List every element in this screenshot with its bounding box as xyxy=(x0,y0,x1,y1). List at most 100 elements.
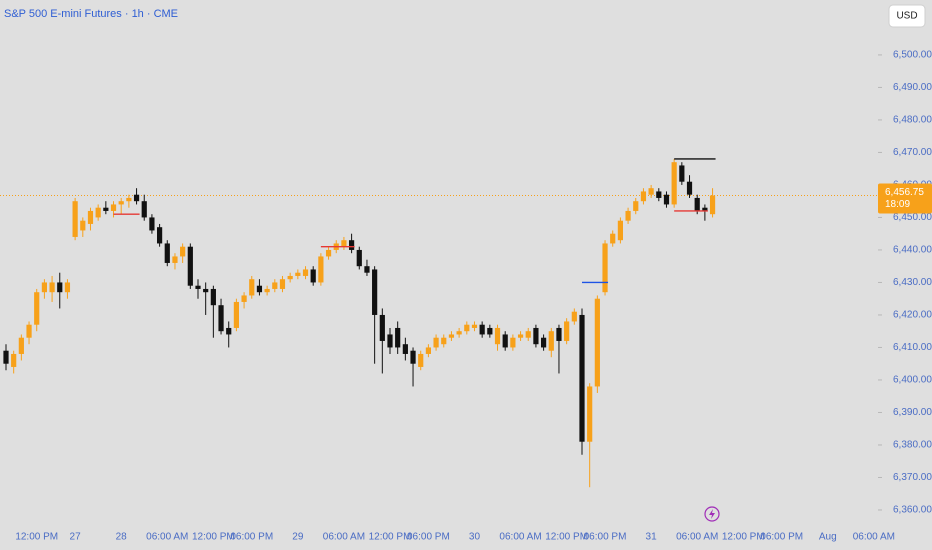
candle-body xyxy=(41,282,47,293)
candle-body xyxy=(602,243,608,293)
y-tick-label: 6,380.00 xyxy=(893,440,932,451)
candle-body xyxy=(448,334,455,338)
candle-body xyxy=(87,210,94,224)
candle-body xyxy=(180,246,186,257)
x-tick-label: 06:00 AM xyxy=(676,532,718,543)
candle-body xyxy=(218,305,224,332)
y-tick-label: 6,430.00 xyxy=(893,277,932,288)
candle-body xyxy=(425,347,431,354)
candle-body xyxy=(456,331,462,335)
candle-body xyxy=(479,324,485,335)
candle-body xyxy=(103,207,109,211)
candle-body xyxy=(18,337,24,354)
x-tick-label: Aug xyxy=(819,532,837,543)
candle-body xyxy=(464,324,470,332)
candle-body xyxy=(325,249,332,257)
candle-body xyxy=(172,256,178,263)
alert-icon[interactable] xyxy=(704,506,720,522)
candle-body xyxy=(395,327,401,348)
candle-body xyxy=(264,288,270,293)
candle-body xyxy=(249,279,255,296)
candle-body xyxy=(80,220,86,231)
x-tick-label: 12:00 PM xyxy=(545,532,588,543)
x-tick-label: 06:00 PM xyxy=(760,532,803,543)
countdown-label: 18:09 xyxy=(885,199,910,210)
candle-body xyxy=(164,243,170,263)
candle-body xyxy=(341,240,347,247)
candle-body xyxy=(349,240,355,250)
candle-body xyxy=(410,350,416,364)
candle-body xyxy=(617,220,623,241)
candle-body xyxy=(418,353,424,367)
x-tick-label: 12:00 PM xyxy=(192,532,235,543)
candle-body xyxy=(279,279,286,289)
candle-body xyxy=(533,327,539,345)
candle-body xyxy=(11,353,17,367)
candle-body xyxy=(487,327,493,335)
x-tick-label: 27 xyxy=(70,532,82,543)
y-tick-label: 6,360.00 xyxy=(893,505,932,516)
candle-body xyxy=(318,256,324,283)
candle-body xyxy=(663,194,670,205)
candle-body xyxy=(210,288,216,306)
candle-body xyxy=(556,327,562,341)
candle-body xyxy=(64,282,71,293)
candle-body xyxy=(633,201,639,211)
candle-body xyxy=(564,321,570,341)
candle-body xyxy=(57,282,63,293)
currency-button[interactable] xyxy=(888,4,926,28)
y-tick-label: 6,410.00 xyxy=(893,342,932,353)
x-tick-label: 06:00 PM xyxy=(230,532,273,543)
y-tick-label: 6,390.00 xyxy=(893,407,932,418)
candle-body xyxy=(49,282,55,293)
candle-body xyxy=(387,334,393,348)
candle-body xyxy=(34,292,40,325)
x-tick-label: 29 xyxy=(292,532,304,543)
y-tick-label: 6,450.00 xyxy=(893,212,932,223)
x-tick-label: 06:00 AM xyxy=(499,532,541,543)
candle-body xyxy=(203,288,209,293)
candle-body xyxy=(141,201,147,218)
candle-body xyxy=(656,191,662,198)
y-tick-label: 6,490.00 xyxy=(893,82,932,93)
candle-body xyxy=(610,233,616,244)
chart-title: S&P 500 E-mini Futures · 1h · CME xyxy=(4,8,178,20)
candle-body xyxy=(287,275,293,280)
candle-body xyxy=(26,324,32,338)
candle-body xyxy=(379,314,385,341)
candle-body xyxy=(241,295,247,302)
candle-body xyxy=(548,331,554,351)
candle-body xyxy=(686,181,693,195)
candle-body xyxy=(226,327,232,335)
candle-body xyxy=(694,197,700,211)
candle-body xyxy=(302,269,309,276)
candle-body xyxy=(541,337,547,348)
candle-body xyxy=(579,314,585,442)
y-tick-label: 6,370.00 xyxy=(893,472,932,483)
y-tick-label: 6,420.00 xyxy=(893,310,932,321)
candle-body xyxy=(149,217,155,231)
y-tick-label: 6,500.00 xyxy=(893,50,932,61)
x-tick-label: 06:00 AM xyxy=(853,532,895,543)
candle-body xyxy=(95,207,101,218)
last-price-label: 6,456.75 xyxy=(885,187,924,198)
x-tick-label: 06:00 AM xyxy=(323,532,365,543)
x-tick-label: 12:00 PM xyxy=(369,532,412,543)
currency-label[interactable]: USD xyxy=(896,11,917,22)
candle-body xyxy=(195,285,201,289)
candle-body xyxy=(502,334,508,348)
candle-body xyxy=(295,272,301,276)
candle-body xyxy=(587,386,593,442)
candle-body xyxy=(471,324,478,328)
candle-body xyxy=(272,282,278,289)
candle-body xyxy=(3,350,9,364)
y-tick-label: 6,480.00 xyxy=(893,115,932,126)
candle-body xyxy=(679,165,685,182)
candle-body xyxy=(126,197,132,202)
candle-body xyxy=(702,207,708,211)
x-tick-label: 30 xyxy=(469,532,481,543)
candle-body xyxy=(402,344,408,354)
